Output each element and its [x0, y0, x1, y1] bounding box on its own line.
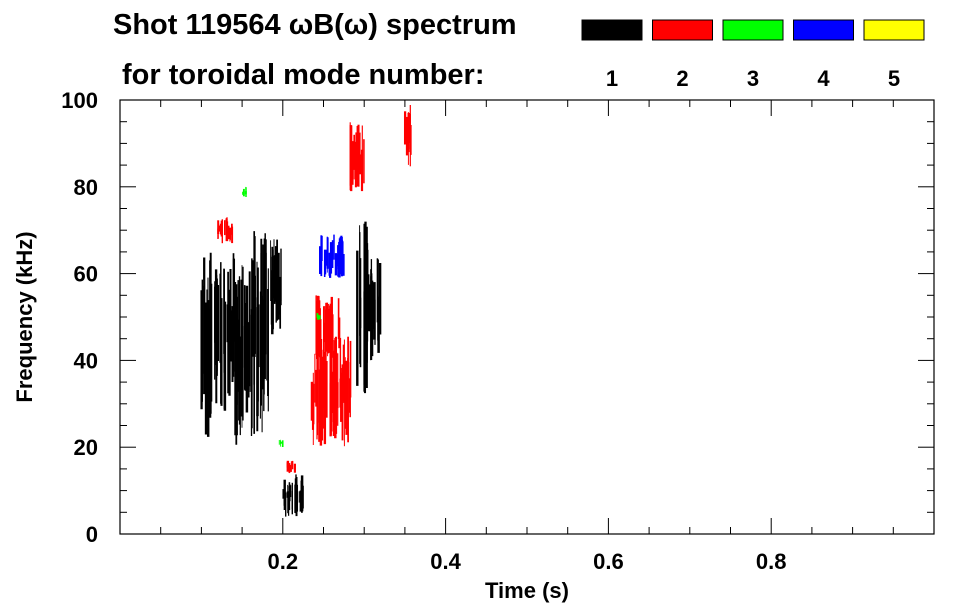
spectral-region [242, 186, 247, 197]
spectral-region [234, 265, 251, 445]
spectral-region [316, 313, 321, 320]
legend-swatch-4 [793, 19, 854, 41]
spectral-region [286, 460, 296, 474]
chart-title-line2: for toroidal mode number: [122, 59, 485, 91]
spectral-region [278, 439, 284, 447]
legend-swatch-3 [722, 19, 784, 41]
spectral-region [367, 258, 382, 361]
spectral-region [356, 221, 370, 394]
spectral-region [315, 295, 341, 361]
series-mode-4 [319, 234, 345, 278]
legend-label-5: 5 [888, 66, 900, 91]
y-tick-label: 80 [74, 175, 98, 200]
spectral-region [310, 336, 352, 447]
legend-label-4: 4 [817, 66, 830, 91]
y-axis-label: Frequency (kHz) [12, 231, 37, 402]
x-tick-label: 0.6 [593, 549, 624, 574]
spectral-region [214, 253, 236, 411]
x-axis-label: Time (s) [485, 578, 569, 603]
legend-label-3: 3 [747, 66, 759, 91]
legend-swatch-5 [863, 19, 925, 41]
mode-legend: 1 2 3 4 5 [581, 19, 925, 91]
series-mode-2 [217, 105, 412, 474]
legend-swatch-1 [581, 19, 643, 41]
series-mode-3 [242, 186, 321, 447]
legend-swatch-2 [652, 19, 713, 41]
y-tick-label: 60 [74, 262, 98, 287]
y-tick-label: 20 [74, 435, 98, 460]
x-tick-labels: 0.2 0.4 0.6 0.8 [268, 549, 787, 574]
x-tick-label: 0.8 [756, 549, 787, 574]
spectral-region [282, 474, 304, 517]
legend-label-1: 1 [606, 66, 618, 91]
x-tick-label: 0.4 [430, 549, 461, 574]
series-mode-1 [200, 221, 382, 517]
spectral-region [319, 234, 345, 278]
spectral-region [249, 231, 269, 436]
chart-title-line1: Shot 119564 ωB(ω) spectrum [113, 9, 517, 41]
y-tick-labels: 0 20 40 60 80 100 [61, 88, 98, 547]
spectral-region [217, 217, 234, 244]
spectral-region [200, 252, 213, 437]
x-tick-label: 0.2 [268, 549, 299, 574]
y-tick-label: 0 [86, 522, 98, 547]
spectrogram-data [200, 105, 412, 517]
legend-label-2: 2 [676, 66, 688, 91]
y-tick-label: 40 [74, 348, 98, 373]
spectral-region [403, 105, 412, 167]
y-tick-label: 100 [61, 88, 98, 113]
spectral-region [349, 122, 365, 192]
axis-ticks [120, 99, 934, 535]
spectral-region [270, 239, 282, 335]
